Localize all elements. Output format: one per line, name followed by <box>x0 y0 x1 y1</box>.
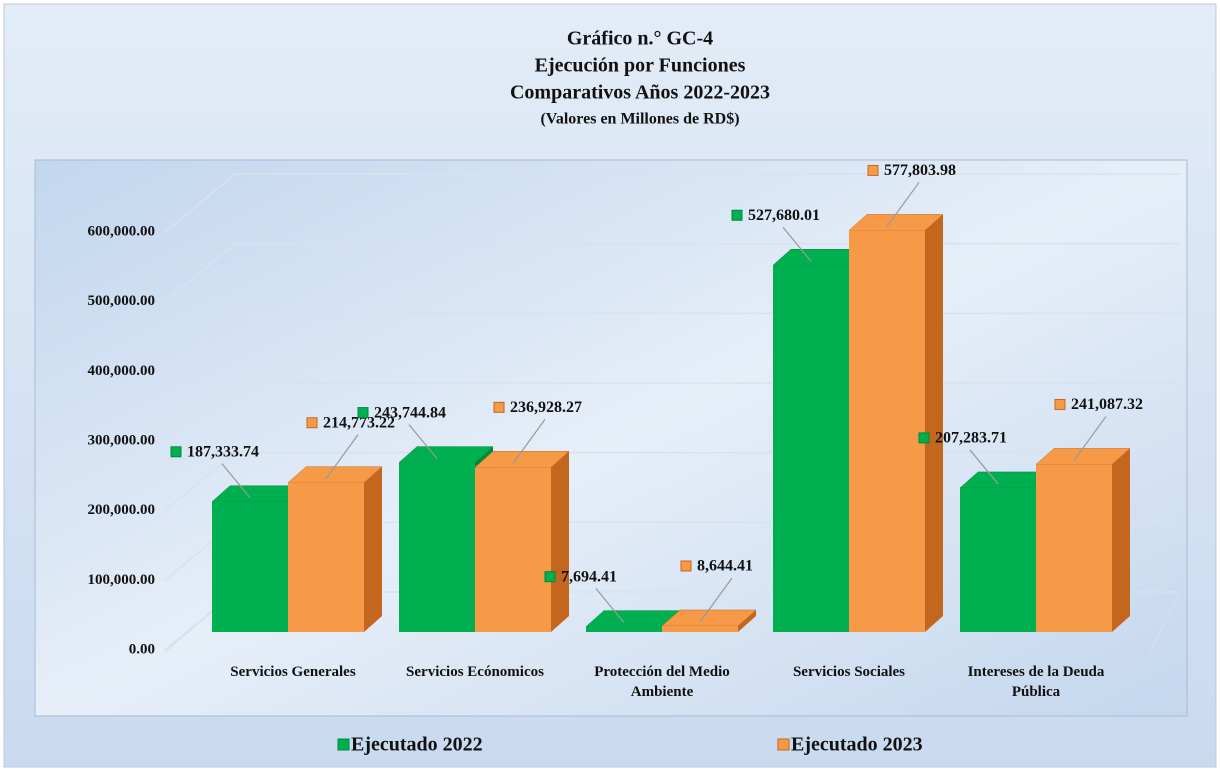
leader-line <box>699 577 733 623</box>
label-marker <box>493 401 505 413</box>
legend-swatch <box>777 738 790 751</box>
label-marker <box>1054 398 1066 410</box>
bar-side <box>925 214 943 632</box>
label-marker <box>544 571 556 583</box>
grid-line <box>164 173 1180 233</box>
x-tick-label: Intereses de la Deuda Pública <box>967 664 1105 700</box>
leader-line <box>595 588 625 624</box>
data-label: 243,744.84 <box>374 404 446 421</box>
data-label: 7,694.41 <box>561 568 617 585</box>
y-tick-label: 600,000.00 <box>88 223 156 239</box>
bar-side <box>551 451 569 632</box>
bar-side <box>738 609 756 632</box>
label-marker <box>306 417 318 429</box>
y-tick-label: 400,000.00 <box>88 363 156 379</box>
bar <box>288 482 364 632</box>
chart-subtitle: (Valores en Millones de RD$) <box>540 111 739 128</box>
y-tick-label: 500,000.00 <box>88 293 156 309</box>
bar <box>212 501 288 632</box>
bar-top <box>661 609 757 627</box>
chart-subtitle: Ejecución por Funciones <box>535 55 746 77</box>
legend-swatch <box>337 738 350 751</box>
y-tick-label: 100,000.00 <box>88 572 156 588</box>
leader-line <box>408 424 438 459</box>
bar-top <box>398 446 494 463</box>
bar <box>960 487 1036 632</box>
data-label: 577,803.98 <box>884 162 956 179</box>
leader-line <box>782 226 812 262</box>
label-marker <box>170 446 182 458</box>
x-tick-label: Servicios Generales <box>230 664 356 680</box>
data-label: 214,773.22 <box>323 414 395 431</box>
data-label: 207,283.71 <box>935 430 1007 447</box>
bar <box>773 265 849 632</box>
bar-side <box>1112 448 1130 632</box>
leader-line <box>1073 416 1107 461</box>
x-tick-label: Protección del Medio Ambiente <box>594 664 730 700</box>
bar-top <box>1035 448 1131 465</box>
bar <box>399 462 475 632</box>
label-marker <box>680 560 692 572</box>
leader-line <box>969 449 999 485</box>
y-tick-label: 0.00 <box>129 641 155 657</box>
data-label: 527,680.01 <box>748 207 820 224</box>
x-tick-label: Servicios Sociales <box>792 664 906 680</box>
chart-subtitle: Comparativos Años 2022-2023 <box>510 82 770 104</box>
leader-line <box>325 434 359 480</box>
bar <box>849 230 925 632</box>
data-label: 236,928.27 <box>510 399 582 416</box>
leader-line <box>512 418 546 464</box>
x-tick-label: Servicios Ecónomicos <box>406 664 544 680</box>
legend-label: Ejecutado 2023 <box>791 734 923 756</box>
legend-label: Ejecutado 2022 <box>351 734 483 756</box>
bar-top <box>848 214 944 231</box>
leader-line <box>221 463 251 499</box>
bar <box>662 625 738 632</box>
bar <box>586 626 662 632</box>
leader-line <box>886 182 920 227</box>
y-tick-label: 300,000.00 <box>88 432 156 448</box>
label-marker <box>867 164 879 176</box>
data-label: 241,087.32 <box>1071 396 1143 413</box>
label-marker <box>731 209 743 221</box>
data-label: 187,333.74 <box>187 443 259 460</box>
label-marker <box>918 432 930 444</box>
bar <box>475 467 551 632</box>
chart-title: Gráfico n.° GC-4 <box>567 28 713 50</box>
data-label: 8,644.41 <box>697 558 753 575</box>
y-tick-label: 200,000.00 <box>88 502 156 518</box>
label-marker <box>357 407 369 419</box>
bar <box>1036 464 1112 632</box>
bar-side <box>364 466 382 632</box>
